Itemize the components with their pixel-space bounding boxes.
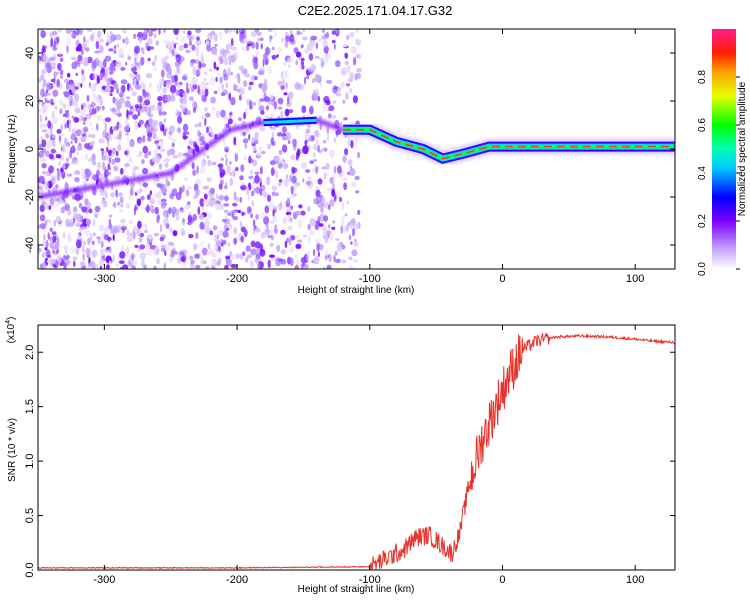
colorbar-tick-label: 0.0 bbox=[697, 262, 708, 276]
x-tick-label: -100 bbox=[359, 574, 381, 586]
x-tick-label: -200 bbox=[226, 273, 248, 285]
snr-x-axis-label: Height of straight line (km) bbox=[298, 584, 415, 595]
svg-text:(x104): (x104) bbox=[5, 317, 17, 344]
x-tick-label: -300 bbox=[93, 574, 115, 586]
ridge-band-green bbox=[343, 128, 675, 161]
snr-y-axis-label: SNR (10 * v/v) bbox=[7, 418, 18, 482]
snr-x-ticks: -300 -200 -100 0 100 bbox=[93, 325, 644, 586]
colorbar-gradient bbox=[712, 29, 736, 269]
spectrogram-x-axis-label: Height of straight line (km) bbox=[298, 285, 415, 296]
figure-title: C2E2.2025.171.04.17.G32 bbox=[298, 3, 453, 18]
x-tick-label: -100 bbox=[359, 273, 381, 285]
snr-series-line bbox=[38, 332, 675, 570]
colorbar-ticks: 0.0 0.2 0.4 0.6 0.8 bbox=[697, 70, 740, 276]
y-tick-label: 1.5 bbox=[24, 399, 36, 414]
y-tick-label: 0.5 bbox=[24, 508, 36, 523]
spectrogram-y-ticks: -40 -20 0 20 40 bbox=[24, 47, 675, 253]
y-tick-label: 0.0 bbox=[24, 562, 36, 577]
y-tick-label: -40 bbox=[24, 237, 36, 253]
spectral-ridge bbox=[38, 116, 675, 200]
snr-y-ticks: 0.0 0.5 1.0 1.5 2.0 bbox=[24, 345, 675, 578]
snr-multiplier: (x104) bbox=[5, 317, 17, 344]
colorbar: 0.0 0.2 0.4 0.6 0.8 Normalized spectral ampl… bbox=[697, 29, 748, 276]
x-tick-label: -300 bbox=[93, 273, 115, 285]
ridge-early-core bbox=[263, 118, 317, 125]
x-tick-label: 100 bbox=[626, 574, 644, 586]
y-tick-label: 1.0 bbox=[24, 453, 36, 468]
colorbar-tick-label: 0.4 bbox=[697, 166, 708, 180]
y-tick-label: 20 bbox=[24, 95, 36, 107]
x-tick-label: 100 bbox=[626, 273, 644, 285]
colorbar-tick-label: 0.2 bbox=[697, 214, 708, 228]
colorbar-tick-label: 0.6 bbox=[697, 118, 708, 132]
spectrogram-x-ticks: -300 -200 -100 0 100 bbox=[93, 29, 644, 285]
y-tick-label: 0 bbox=[24, 146, 36, 152]
x-tick-label: 0 bbox=[499, 273, 505, 285]
y-tick-label: 40 bbox=[24, 47, 36, 59]
y-tick-label: 2.0 bbox=[24, 345, 36, 360]
x-tick-label: 0 bbox=[499, 574, 505, 586]
spectrogram-heatmap bbox=[38, 29, 363, 269]
colorbar-label: Normalized spectral amplitude bbox=[737, 81, 748, 216]
snr-frame bbox=[37, 324, 676, 571]
spectrogram-y-axis-label: Frequency (Hz) bbox=[7, 115, 18, 184]
snr-panel: -300 -200 -100 0 100 0.0 0.5 1.0 1.5 2.0 Height … bbox=[5, 317, 676, 595]
colorbar-tick-label: 0.8 bbox=[697, 70, 708, 84]
x-tick-label: -200 bbox=[226, 574, 248, 586]
y-tick-label: -20 bbox=[24, 189, 36, 205]
